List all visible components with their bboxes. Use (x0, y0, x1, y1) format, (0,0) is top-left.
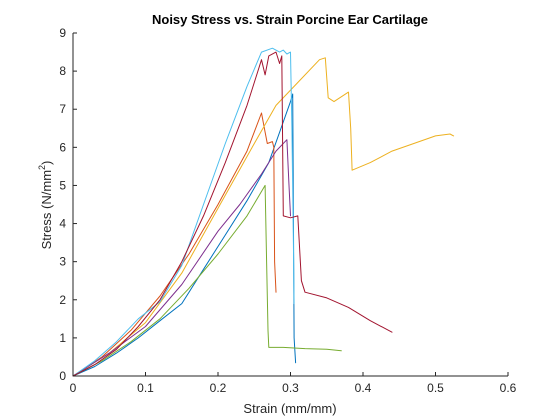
x-tick-label: 0.3 (282, 381, 299, 395)
plot-background (73, 33, 508, 376)
series-group (72, 47, 455, 377)
series-line-3 (72, 57, 455, 377)
x-tick-label: 0.4 (355, 381, 372, 395)
x-tick-label: 0.2 (210, 381, 227, 395)
x-ticks: 0 0.1 0.2 0.3 0.4 0.5 0.6 (70, 372, 517, 395)
x-axis-label: Strain (mm/mm) (243, 401, 336, 416)
y-axis-label-sup: 2 (37, 165, 47, 170)
y-tick-label: 6 (59, 140, 66, 154)
y-tick-label: 8 (59, 64, 66, 78)
y-tick-label: 4 (59, 217, 66, 231)
y-tick-label: 3 (59, 255, 66, 269)
y-tick-label: 1 (59, 331, 66, 345)
series-line-5 (72, 184, 342, 377)
x-tick-label: 0.1 (137, 381, 154, 395)
x-tick-label: 0.6 (500, 381, 517, 395)
y-axis-label-main: Stress (N/mm (39, 170, 54, 249)
series-line-6 (72, 47, 295, 377)
chart-title: Noisy Stress vs. Strain Porcine Ear Cart… (152, 12, 428, 27)
y-tick-label: 2 (59, 293, 66, 307)
y-tick-label: 9 (59, 26, 66, 40)
series-line-7 (72, 51, 393, 377)
series-line-4 (72, 139, 291, 377)
y-tick-label: 5 (59, 178, 66, 192)
y-ticks: 0 1 2 3 4 5 6 7 8 9 (59, 26, 77, 383)
series-line-2 (72, 112, 277, 377)
y-tick-label: 7 (59, 102, 66, 116)
y-axis-label-end: ) (39, 161, 54, 165)
x-tick-label: 0 (70, 381, 77, 395)
series-line-1 (72, 93, 297, 377)
x-tick-label: 0.5 (427, 381, 444, 395)
y-tick-label: 0 (59, 369, 66, 383)
y-axis-label: Stress (N/mm2) (37, 161, 54, 250)
